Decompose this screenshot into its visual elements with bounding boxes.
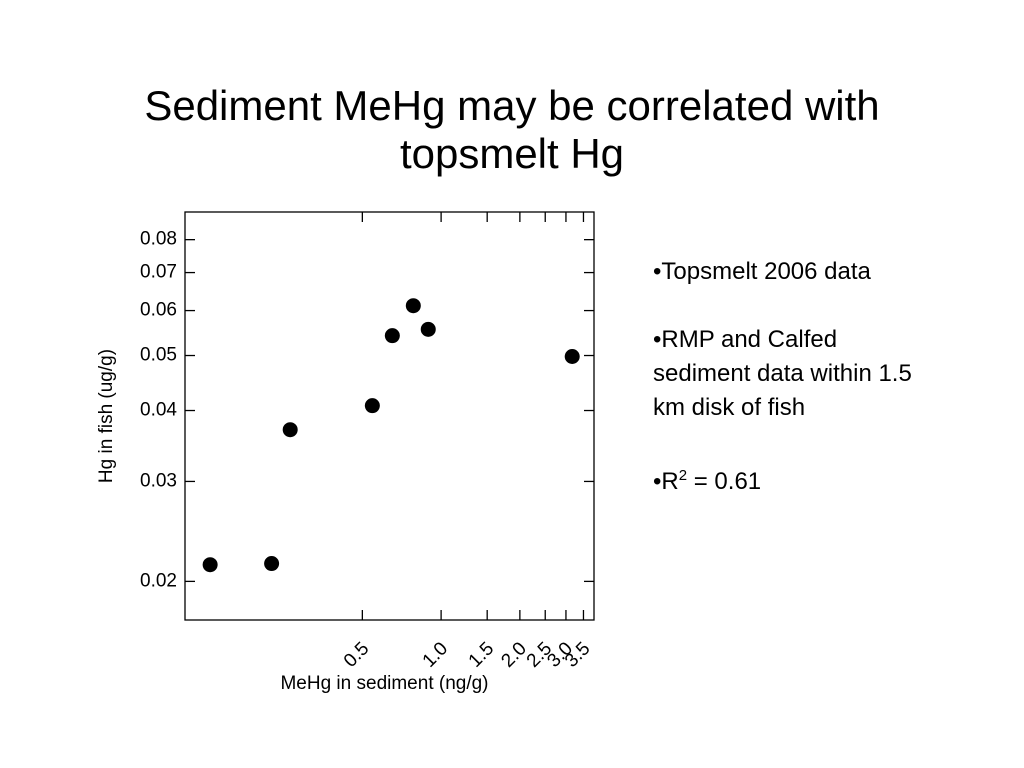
notes: •Topsmelt 2006 data •RMP and Calfed sedim… <box>653 255 923 533</box>
x-tick-label: 1.5 <box>465 638 499 672</box>
point <box>364 398 380 414</box>
superscript: 2 <box>678 467 688 484</box>
y-tick-label: 0.06 <box>140 300 177 321</box>
note-text: = 0.61 <box>687 468 762 495</box>
point <box>264 556 280 572</box>
note: •R2 = 0.61 <box>653 459 923 499</box>
y-tick-label: 0.04 <box>140 400 177 421</box>
point <box>384 328 400 344</box>
point <box>282 422 298 438</box>
note-text: •RMP and Calfed sediment data within 1.5… <box>653 326 912 421</box>
y-tick-label: 0.03 <box>140 470 177 491</box>
point <box>405 298 421 314</box>
y-tick-label: 0.07 <box>140 262 177 283</box>
x-axis-label: MeHg in sediment (ng/g) <box>280 673 488 694</box>
note: •Topsmelt 2006 data <box>653 255 923 289</box>
note-text: •R <box>653 468 679 495</box>
point <box>420 321 436 337</box>
y-tick-label: 0.08 <box>140 229 177 250</box>
y-tick-label: 0.02 <box>140 570 177 591</box>
note: •RMP and Calfed sediment data within 1.5… <box>653 323 923 425</box>
note-text: •Topsmelt 2006 data <box>653 258 871 285</box>
x-tick-label: 1.0 <box>419 638 453 672</box>
y-axis-label: Hg in fish (ug/g) <box>96 349 117 483</box>
slide-title: Sediment MeHg may be correlated with top… <box>144 82 880 177</box>
x-tick-label: 0.5 <box>340 638 374 672</box>
y-tick-label: 0.05 <box>140 345 177 366</box>
point <box>564 349 580 365</box>
plot-frame <box>184 211 595 621</box>
point <box>202 557 218 573</box>
